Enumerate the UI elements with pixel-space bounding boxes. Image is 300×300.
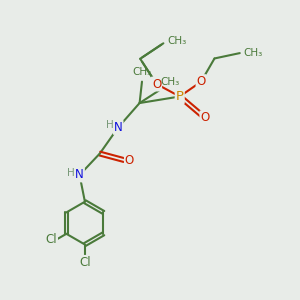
Text: N: N (114, 121, 123, 134)
Text: P: P (176, 90, 184, 103)
Text: O: O (200, 111, 210, 124)
Text: N: N (75, 169, 84, 182)
Text: Cl: Cl (45, 233, 57, 246)
Text: Cl: Cl (79, 256, 91, 269)
Text: CH₃: CH₃ (160, 77, 180, 87)
Text: O: O (196, 75, 206, 88)
Text: O: O (152, 77, 161, 91)
Text: CH₃: CH₃ (243, 48, 262, 58)
Text: O: O (125, 154, 134, 166)
Text: H: H (67, 169, 74, 178)
Text: H: H (106, 120, 114, 130)
Text: CH₃: CH₃ (132, 67, 152, 77)
Text: CH₃: CH₃ (167, 36, 186, 46)
